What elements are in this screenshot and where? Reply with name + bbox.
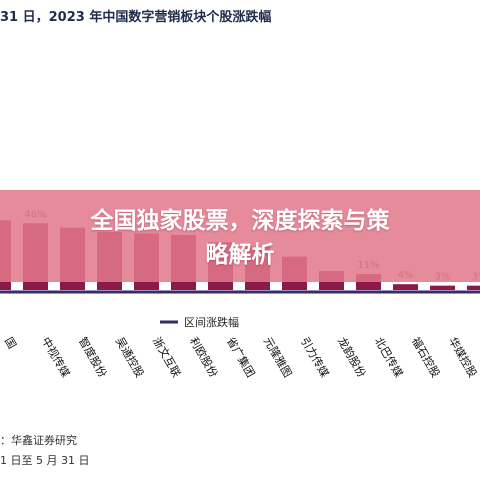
- chart-title: 31 日，2023 年中国数字营销板块个股涨跌幅: [0, 10, 272, 25]
- tick-label-2: 中视传媒: [39, 335, 73, 380]
- tick-label-1: 国: [2, 335, 19, 351]
- tick-label-13: 华媒控股: [446, 335, 480, 380]
- tick-label-4: 吴通控股: [113, 335, 147, 380]
- tick-label-9: 引力传媒: [298, 335, 332, 380]
- banner-line-2: 略解析: [205, 242, 275, 268]
- tick-label-3: 智度股份: [76, 335, 110, 380]
- tick-label-8: 元隆雅图: [261, 335, 295, 380]
- source-note: ：华鑫证券研究: [0, 434, 77, 447]
- promo-banner: [0, 190, 480, 282]
- tick-label-6: 利欧股份: [187, 335, 220, 380]
- bar-13: [430, 285, 455, 290]
- tick-label-11: 北巴传媒: [372, 335, 405, 380]
- legend-label: 区间涨跌幅: [184, 315, 239, 329]
- promo-banner-text: 全国独家股票，深度探索与策 略解析: [0, 204, 480, 272]
- bar-12: [393, 284, 418, 290]
- banner-line-1: 全国独家股票，深度探索与策: [90, 208, 390, 234]
- bar-14: [467, 285, 480, 290]
- date-range-note: 1 日至 5 月 31 日: [0, 454, 90, 467]
- tick-label-5: 浙文互联: [150, 335, 184, 380]
- legend: 区间涨跌幅: [160, 315, 239, 329]
- tick-label-10: 龙韵股份: [335, 335, 369, 380]
- tick-label-7: 省广集团: [224, 335, 258, 380]
- tick-label-12: 福石控股: [409, 335, 443, 380]
